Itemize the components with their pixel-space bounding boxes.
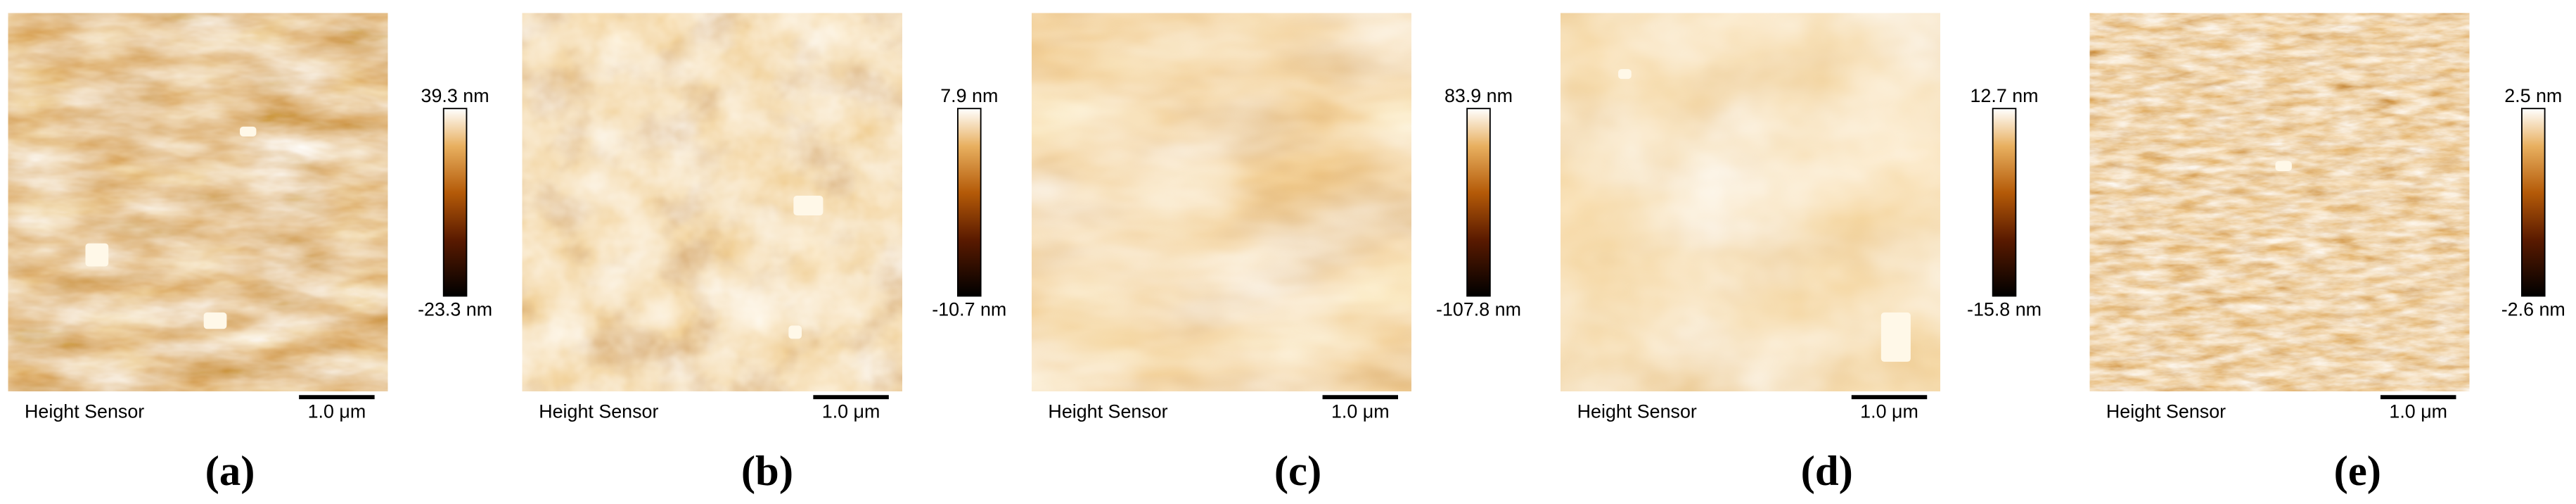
bright-spot (240, 126, 257, 137)
afm-image (8, 13, 388, 391)
colorbar-max: 12.7 nm (1971, 85, 2039, 106)
panel: 12.7 nm -15.8 nm Height Sensor 1.0 μm (d) (1561, 13, 2042, 495)
sensor-label: Height Sensor (25, 401, 144, 422)
scale-bar-label: 1.0 μm (308, 401, 366, 422)
scale-bar-label: 1.0 μm (1860, 401, 1918, 422)
panel: 83.9 nm -107.8 nm Height Sensor 1.0 μm (c) (1032, 13, 1521, 495)
sensor-label: Height Sensor (1577, 401, 1697, 422)
colorbar-min: -23.3 nm (418, 299, 492, 320)
sensor-label: Height Sensor (1048, 401, 1167, 422)
bright-spot (203, 312, 227, 329)
colorbar (2520, 108, 2546, 297)
bright-spot (788, 325, 802, 339)
colorbar-min: -2.6 nm (2501, 299, 2565, 320)
sensor-label: Height Sensor (2106, 401, 2226, 422)
afm-image (522, 13, 902, 391)
colorbar-max: 2.5 nm (2504, 85, 2562, 106)
panel-caption: (c) (1274, 448, 1321, 495)
panel-caption: (d) (1801, 448, 1853, 495)
colorbar (957, 108, 982, 297)
bright-spot (85, 243, 109, 267)
afm-image (1032, 13, 1411, 391)
panel-caption: (b) (741, 448, 793, 495)
colorbar-max: 7.9 nm (940, 85, 998, 106)
panel: 7.9 nm -10.7 nm Height Sensor 1.0 μm (b) (522, 13, 1006, 495)
panel: 2.5 nm -2.6 nm Height Sensor 1.0 μm (e) (2089, 13, 2565, 495)
bright-spot (1618, 69, 1632, 80)
bright-spot (2275, 160, 2292, 171)
sensor-label: Height Sensor (539, 401, 658, 422)
panel-caption: (e) (2334, 448, 2381, 495)
panel-caption: (a) (205, 448, 255, 495)
scale-bar-label: 1.0 μm (2389, 401, 2447, 422)
colorbar (442, 108, 468, 297)
colorbar-max: 83.9 nm (1444, 85, 1513, 106)
bright-spot (1880, 312, 1911, 362)
colorbar-min: -10.7 nm (932, 299, 1006, 320)
panel: 39.3 nm -23.3 nm Height Sensor 1.0 μm (a) (8, 13, 492, 495)
bright-spot (793, 195, 824, 216)
colorbar-max: 39.3 nm (421, 85, 489, 106)
colorbar (1992, 108, 2017, 297)
colorbar (1466, 108, 1491, 297)
scale-bar-label: 1.0 μm (1331, 401, 1390, 422)
colorbar-min: -15.8 nm (1967, 299, 2042, 320)
afm-image (2089, 13, 2470, 391)
scale-bar-label: 1.0 μm (822, 401, 880, 422)
colorbar-min: -107.8 nm (1436, 299, 1521, 320)
